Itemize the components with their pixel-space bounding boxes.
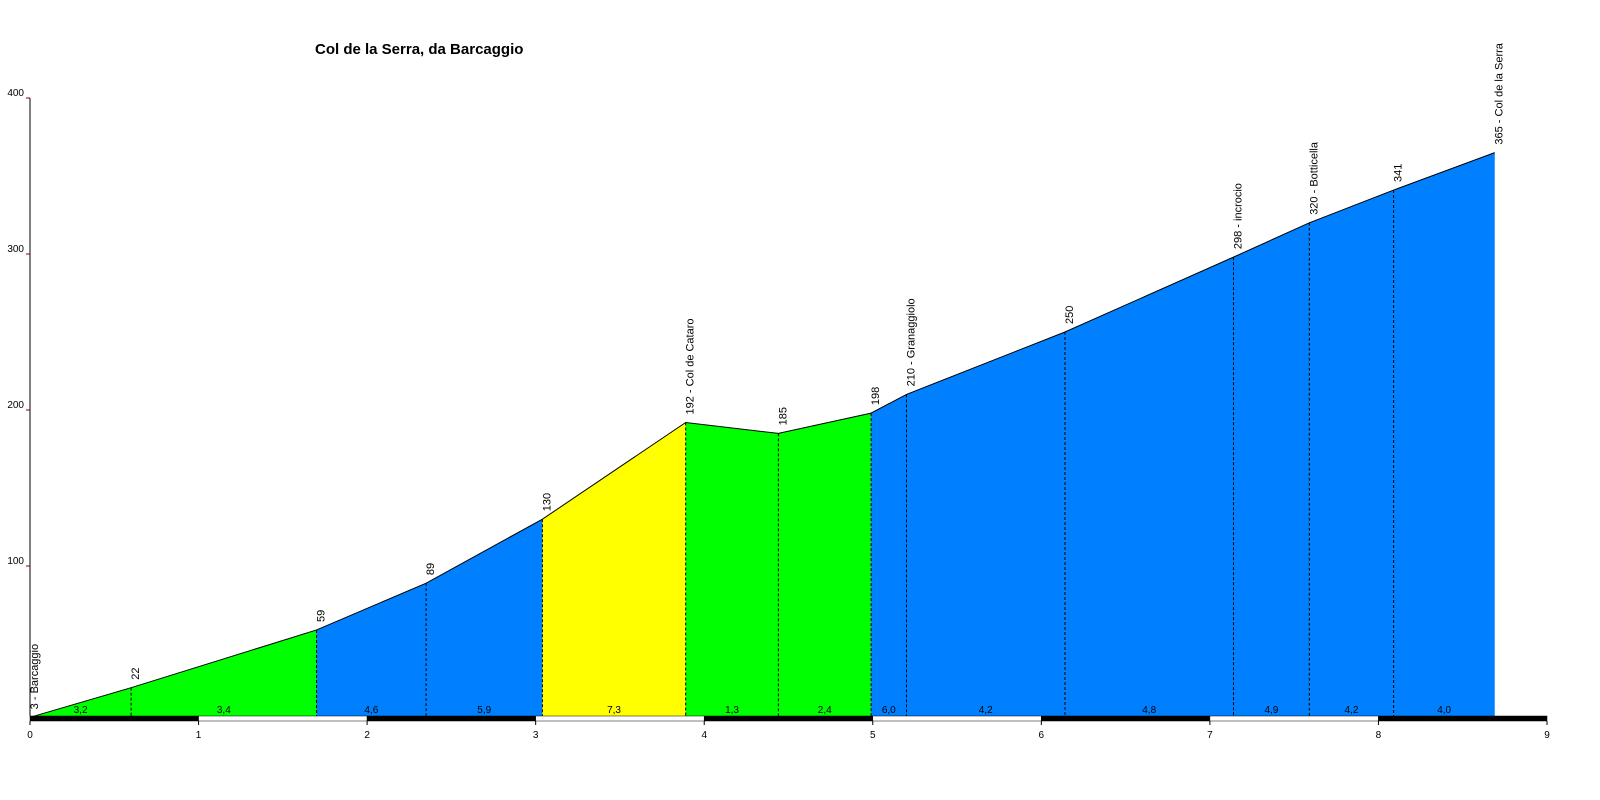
segment-label: 4,2: [979, 705, 993, 716]
x-tick-label: 5: [870, 730, 876, 741]
segment-area: [542, 422, 686, 716]
x-tick-label: 0: [27, 730, 33, 741]
chart-title: Col de la Serra, da Barcaggio: [315, 41, 523, 58]
segment-label: 1,3: [725, 705, 739, 716]
segment-label: 7,3: [607, 705, 621, 716]
point-label: 130: [541, 493, 553, 511]
point-label: 250: [1064, 306, 1076, 324]
y-tick-label: 100: [7, 556, 24, 567]
point-label: 341: [1393, 164, 1405, 182]
x-tick-label: 8: [1376, 730, 1382, 741]
segment-area: [1064, 257, 1234, 716]
x-tick-label: 7: [1207, 730, 1213, 741]
segment-label: 4,2: [1345, 705, 1359, 716]
km-bar: [535, 715, 705, 722]
y-tick-label: 200: [7, 400, 24, 411]
segment-label: 3,2: [74, 705, 88, 716]
segment-area: [685, 422, 779, 716]
km-bar: [872, 715, 1042, 722]
km-bar: [1209, 715, 1379, 722]
segment-label: 4,9: [1264, 705, 1278, 716]
point-label: 22: [130, 667, 142, 679]
segment-label: 3,4: [217, 705, 231, 716]
point-label: 298 - incrocio: [1232, 183, 1244, 249]
point-label: 365 - Col de la Serra: [1494, 42, 1506, 144]
segment-label: 4,6: [364, 705, 378, 716]
point-label: 59: [316, 610, 328, 622]
segment-area: [131, 629, 317, 716]
segment-area: [1393, 152, 1495, 717]
x-tick-label: 9: [1544, 730, 1550, 741]
segment-area: [1309, 190, 1394, 717]
point-label: 89: [425, 563, 437, 575]
segment-area: [778, 413, 872, 716]
profile-line: [29, 152, 1495, 718]
point-label: 210 - Granaggiolo: [905, 298, 917, 386]
y-tick-label: 300: [7, 244, 24, 255]
km-bar: [198, 715, 368, 722]
segment-area: [871, 394, 907, 716]
km-bar: [29, 715, 199, 722]
km-bar: [703, 715, 874, 722]
point-label: 198: [870, 387, 882, 405]
segment-label: 2,4: [818, 705, 832, 716]
segment-area: [316, 583, 427, 716]
x-tick-label: 3: [533, 730, 539, 741]
y-tick-label: 400: [7, 88, 24, 99]
point-label: 3 - Barcaggio: [29, 644, 41, 709]
segment-label: 5,9: [477, 705, 491, 716]
x-tick-label: 2: [364, 730, 370, 741]
point-label: 192 - Col de Cataro: [685, 318, 697, 414]
segment-label: 4,0: [1437, 705, 1451, 716]
km-bar: [366, 715, 536, 722]
x-tick-label: 1: [196, 730, 202, 741]
km-bar: [1041, 715, 1211, 722]
x-tick-label: 6: [1039, 730, 1045, 741]
km-bar: [1378, 715, 1548, 722]
segment-label: 6,0: [882, 705, 896, 716]
segment-area: [1233, 222, 1310, 717]
point-label: 320 - Botticella: [1308, 141, 1320, 215]
x-tick-label: 4: [701, 730, 707, 741]
segment-area: [906, 332, 1065, 716]
segment-area: [426, 519, 543, 716]
segment-label: 4,8: [1142, 705, 1156, 716]
point-label: 185: [777, 407, 789, 425]
